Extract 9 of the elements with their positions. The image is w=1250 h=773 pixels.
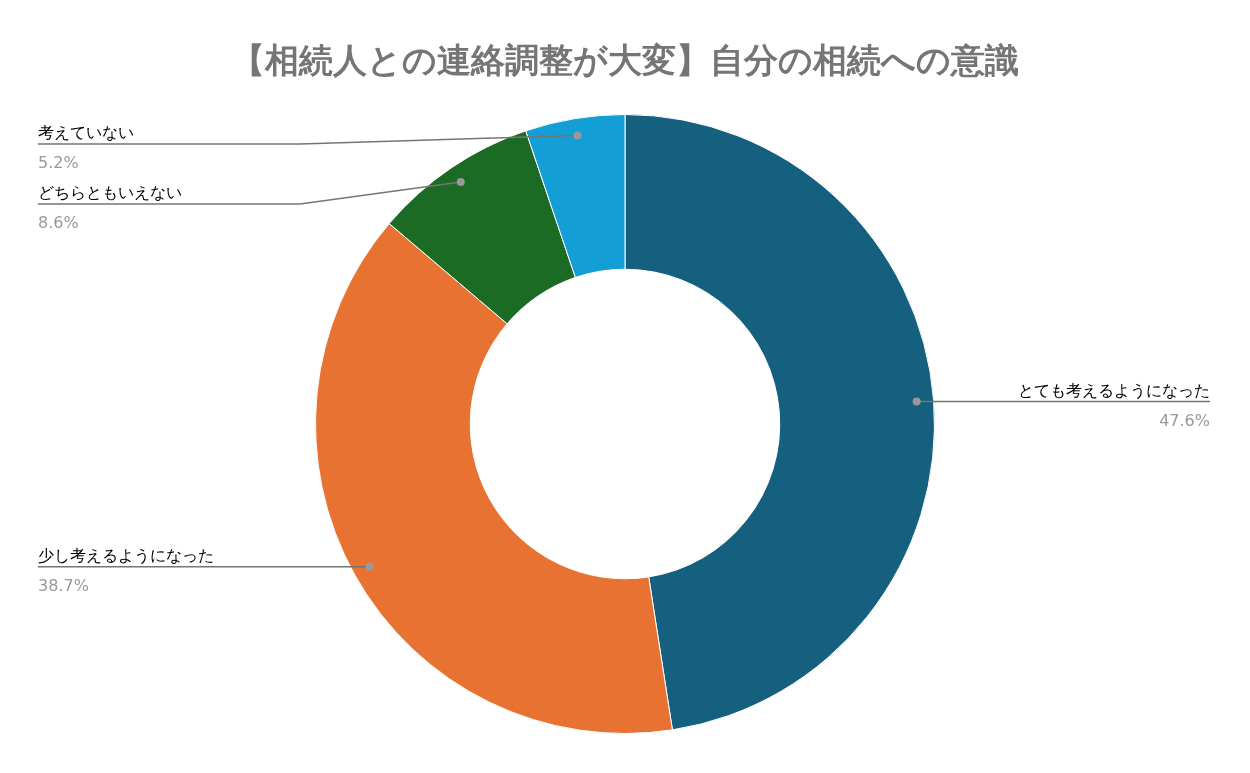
chart-title: 【相続人との連絡調整が大変】自分の相続への意識 [230,39,1020,82]
data-label: 47.6% [1159,410,1210,430]
slice-label: とても考えるようになった [1018,380,1210,400]
slice-label: 少し考えるようになった [38,545,214,565]
data-label: 5.2% [38,153,79,172]
data-label: 8.6% [38,213,79,232]
slice-label: どちらともいえない [38,183,182,202]
slice-label: 考えていない [38,123,134,142]
data-label: 38.7% [38,575,89,595]
